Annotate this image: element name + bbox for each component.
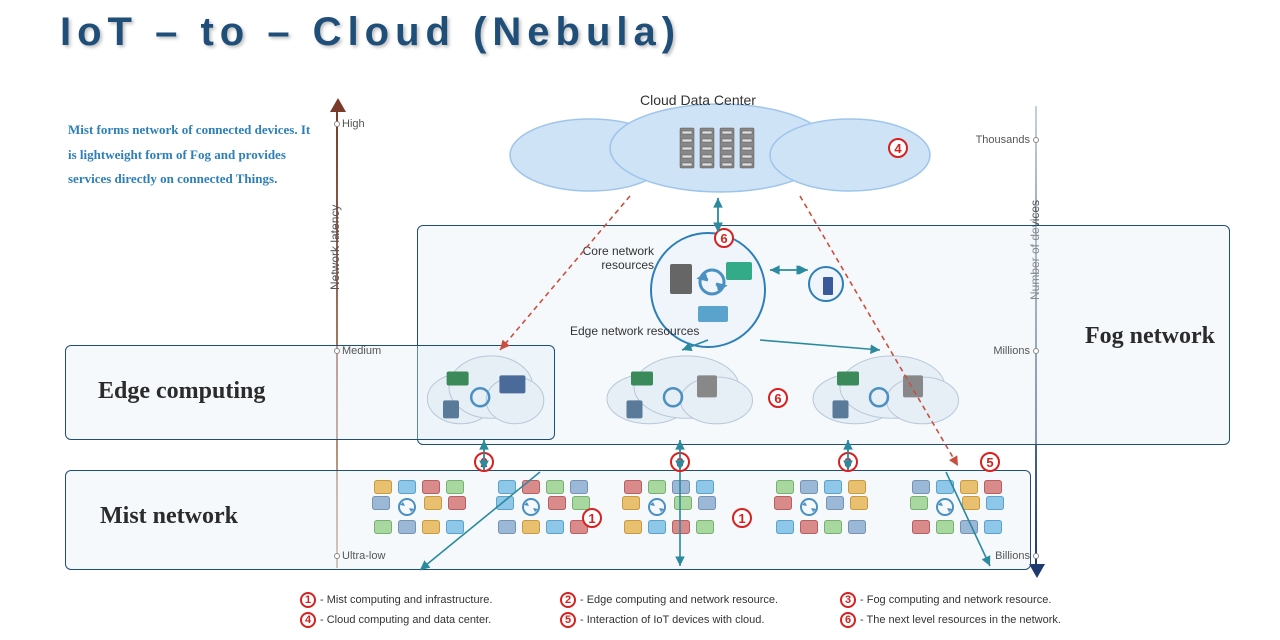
legend-item-5: 5 - Interaction of IoT devices with clou… bbox=[560, 612, 764, 628]
tick-dot-icon bbox=[334, 553, 340, 559]
satellite-node bbox=[808, 266, 844, 302]
marker-6: 6 bbox=[714, 228, 734, 248]
edge-cloud-1 bbox=[604, 352, 754, 435]
legend-marker-icon: 5 bbox=[560, 612, 576, 628]
legend-item-6: 6 - The next level resources in the netw… bbox=[840, 612, 1061, 628]
tick-dot-icon bbox=[1033, 137, 1039, 143]
legend-text: - Fog computing and network resource. bbox=[860, 594, 1051, 606]
legend-marker-icon: 2 bbox=[560, 592, 576, 608]
legend-text: - The next level resources in the networ… bbox=[860, 614, 1061, 626]
tick-dot-icon bbox=[1033, 348, 1039, 354]
legend-text: - Edge computing and network resource. bbox=[580, 594, 778, 606]
devices-tick: Thousands bbox=[972, 134, 1030, 146]
devices-tick: Millions bbox=[972, 345, 1030, 357]
latency-tick: High bbox=[342, 118, 365, 130]
mist-cluster-4 bbox=[910, 480, 1004, 534]
latency-arrow-icon bbox=[330, 98, 346, 112]
marker-4: 4 bbox=[888, 138, 908, 158]
edge-cloud-2 bbox=[810, 352, 960, 435]
fog-layer-label: Fog network bbox=[1085, 323, 1215, 350]
legend-item-1: 1 - Mist computing and infrastructure. bbox=[300, 592, 492, 608]
legend-item-4: 4 - Cloud computing and data center. bbox=[300, 612, 491, 628]
devices-tick: Billions bbox=[972, 550, 1030, 562]
legend-marker-icon: 1 bbox=[300, 592, 316, 608]
devices-arrow-icon bbox=[1029, 564, 1045, 578]
marker-3: 3 bbox=[670, 452, 690, 472]
legend-marker-icon: 4 bbox=[300, 612, 316, 628]
edge-cloud-0 bbox=[425, 352, 545, 435]
latency-axis-label: Network latency bbox=[328, 205, 342, 290]
mist-cluster-1 bbox=[496, 480, 590, 534]
mist-cluster-3 bbox=[774, 480, 868, 534]
legend-item-2: 2 - Edge computing and network resource. bbox=[560, 592, 778, 608]
mist-layer-label: Mist network bbox=[100, 503, 238, 530]
marker-3: 3 bbox=[838, 452, 858, 472]
edge-resources-label: Edge network resources bbox=[570, 324, 699, 338]
legend-text: - Cloud computing and data center. bbox=[320, 614, 491, 626]
latency-tick: Medium bbox=[342, 345, 381, 357]
legend-text: - Interaction of IoT devices with cloud. bbox=[580, 614, 764, 626]
tick-dot-icon bbox=[1033, 553, 1039, 559]
edge-layer-label: Edge computing bbox=[98, 378, 265, 405]
tick-dot-icon bbox=[334, 348, 340, 354]
legend-marker-icon: 3 bbox=[840, 592, 856, 608]
mist-description: Mist forms network of connected devices.… bbox=[68, 118, 318, 192]
legend-marker-icon: 6 bbox=[840, 612, 856, 628]
tick-dot-icon bbox=[334, 121, 340, 127]
cloud-title: Cloud Data Center bbox=[640, 92, 756, 108]
mist-cluster-2 bbox=[622, 480, 716, 534]
latency-tick: Ultra-low bbox=[342, 550, 385, 562]
marker-2: 2 bbox=[474, 452, 494, 472]
marker-6: 6 bbox=[768, 388, 788, 408]
cloud-data-center bbox=[500, 100, 940, 195]
page-title: IoT – to – Cloud (Nebula) bbox=[60, 10, 681, 55]
mist-cluster-0 bbox=[372, 480, 466, 534]
legend-text: - Mist computing and infrastructure. bbox=[320, 594, 492, 606]
marker-1: 1 bbox=[732, 508, 752, 528]
marker-5: 5 bbox=[980, 452, 1000, 472]
core-label: Core network resources bbox=[568, 244, 654, 272]
marker-1: 1 bbox=[582, 508, 602, 528]
legend-item-3: 3 - Fog computing and network resource. bbox=[840, 592, 1051, 608]
